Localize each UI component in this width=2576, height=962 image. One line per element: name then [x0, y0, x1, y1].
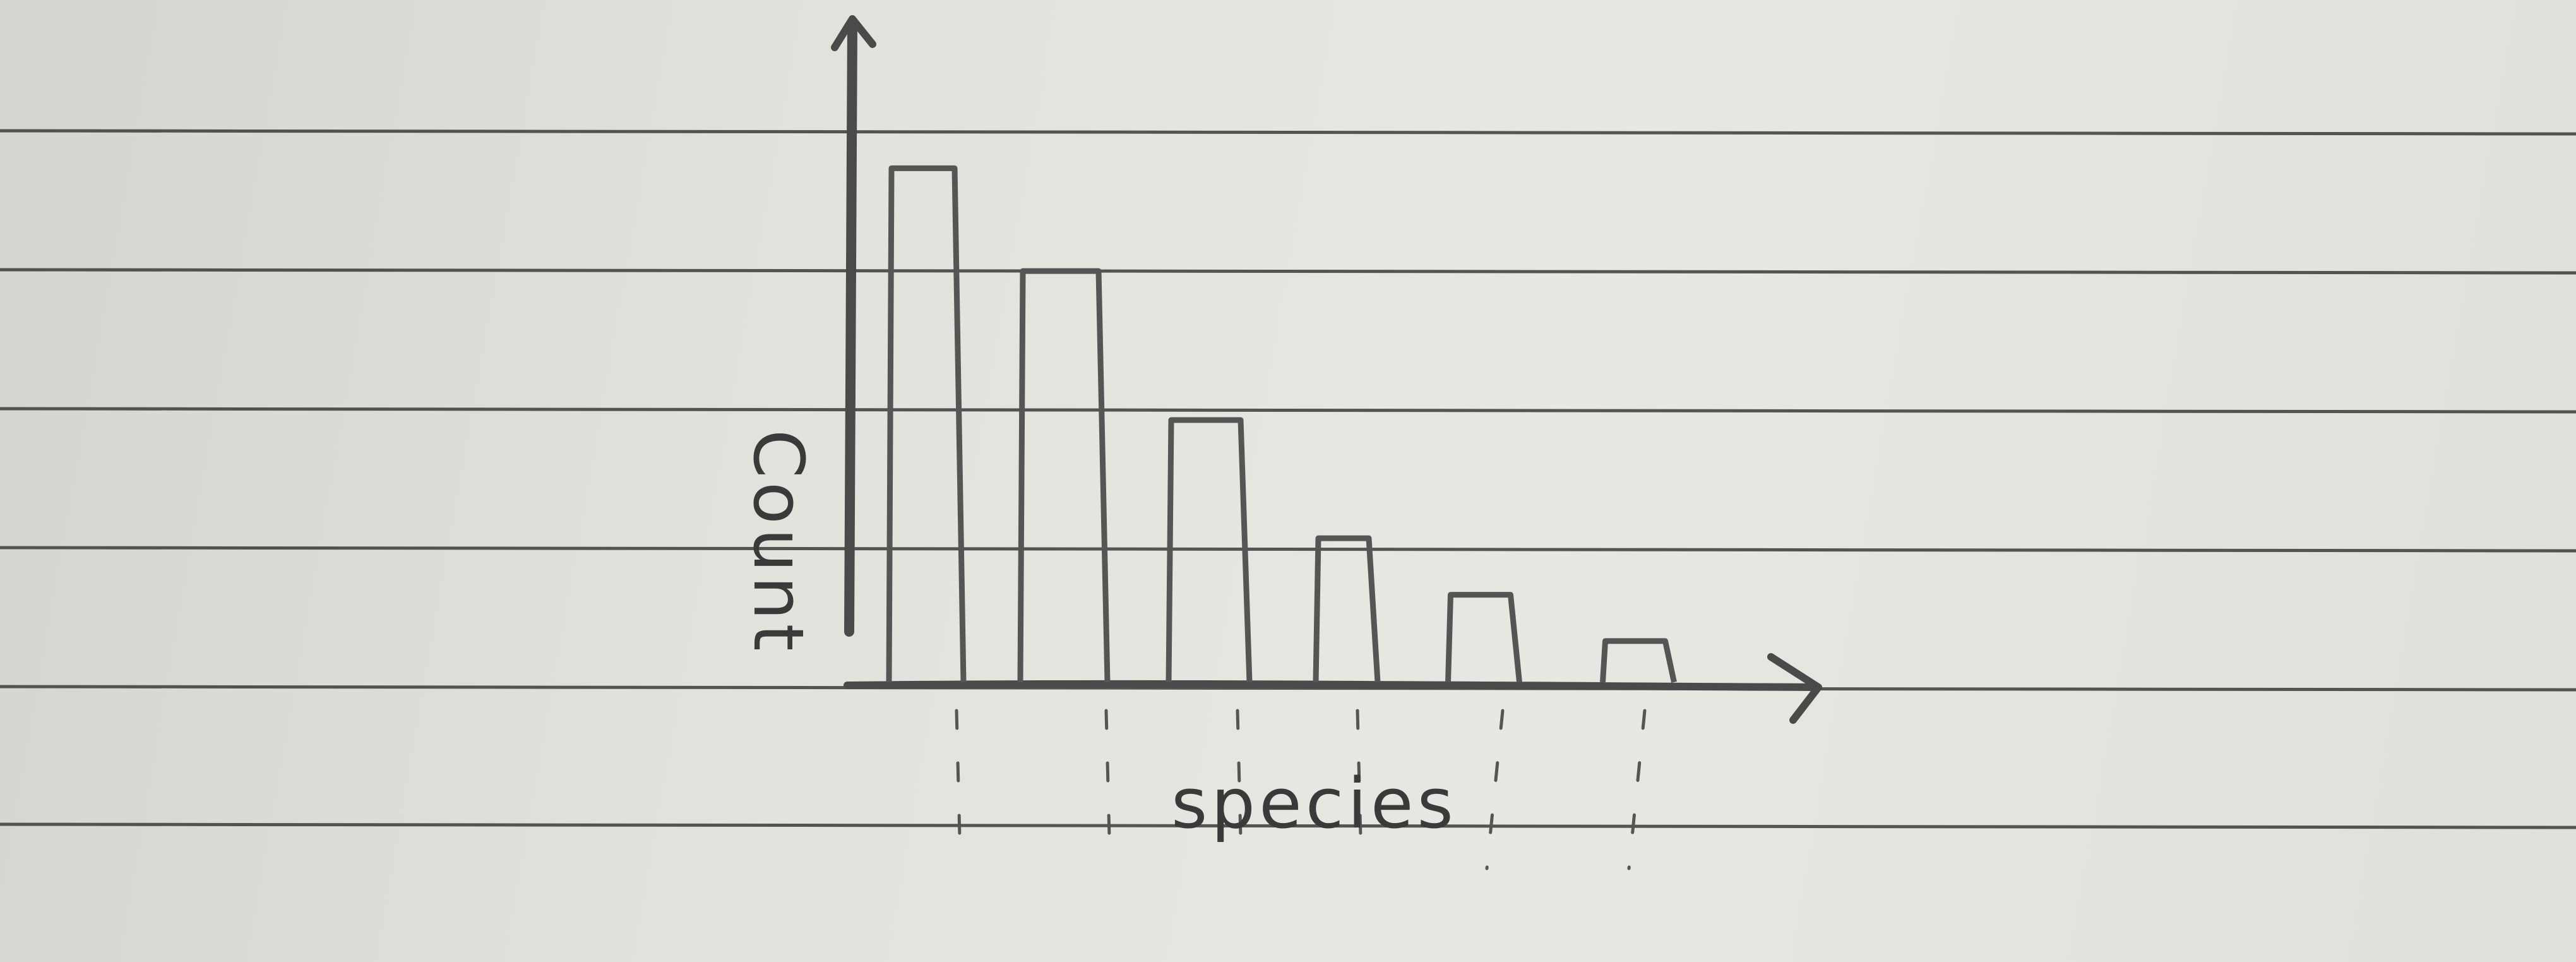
- bars: [886, 165, 1677, 683]
- bar: [1313, 535, 1381, 683]
- bar: [886, 165, 967, 683]
- ruled-line: [0, 546, 2576, 553]
- x-tick-dash: [1485, 709, 1505, 870]
- x-tick-dash: [1104, 709, 1111, 839]
- x-axis-title: species: [1171, 763, 1457, 844]
- x-tick-dash: [1236, 709, 1243, 839]
- x-tick-dash: [1627, 709, 1647, 870]
- x-axis: [844, 653, 1822, 724]
- ruled-line: [0, 685, 2576, 692]
- x-tick-dash: [1356, 709, 1363, 839]
- ruled-line: [0, 129, 2576, 136]
- x-axis-arrowhead: [1767, 653, 1822, 724]
- y-axis-line: [844, 20, 857, 637]
- x-ticks: [955, 709, 1647, 870]
- y-axis-arrowhead: [831, 15, 876, 51]
- ruled-lines: [0, 129, 2576, 829]
- x-axis-line: [844, 680, 1819, 691]
- x-tick-dash: [955, 709, 962, 839]
- bar: [1600, 638, 1677, 683]
- ruled-line: [0, 407, 2576, 414]
- bar: [1166, 417, 1253, 683]
- y-axis-title: Count: [738, 430, 819, 655]
- y-axis: [831, 15, 876, 637]
- bar: [1017, 268, 1111, 683]
- bar: [1445, 592, 1522, 683]
- ruled-line: [0, 822, 2576, 829]
- ruled-line: [0, 268, 2576, 275]
